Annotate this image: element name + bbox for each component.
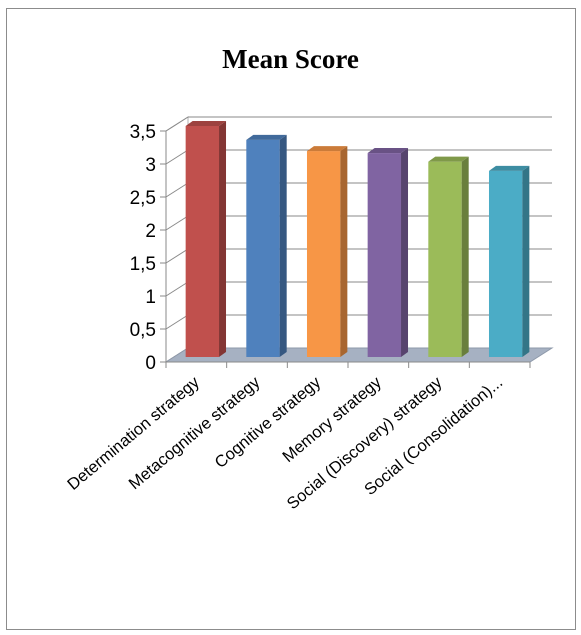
bars xyxy=(185,121,530,357)
side-wall xyxy=(165,116,189,363)
y-tick-label: 3,5 xyxy=(130,122,156,143)
bar-front xyxy=(428,161,462,357)
bar-top xyxy=(246,134,287,140)
bar-side xyxy=(219,121,227,357)
bar-front xyxy=(488,170,523,357)
y-tick-label: 0,5 xyxy=(130,320,156,341)
gridline-side xyxy=(165,314,189,330)
bar-side xyxy=(522,165,530,357)
bar xyxy=(428,156,469,357)
bar-side xyxy=(279,134,287,357)
gridline-side xyxy=(165,248,189,264)
y-tick-label: 2,5 xyxy=(130,188,156,209)
bar xyxy=(488,165,530,357)
chart-walls xyxy=(165,116,189,363)
y-tick-label: 3 xyxy=(145,155,156,176)
gridline-side xyxy=(165,149,189,165)
chart-frame xyxy=(6,8,576,630)
gridline-side xyxy=(165,182,189,198)
chart-title: Mean Score xyxy=(222,44,359,74)
x-tick-label: Cognitive strategy xyxy=(211,373,324,472)
y-tick-label: 0 xyxy=(145,353,156,374)
bar-top xyxy=(185,121,227,126)
bar-front xyxy=(306,151,341,357)
bar xyxy=(367,148,409,357)
bar-front xyxy=(367,153,402,357)
bar-side xyxy=(461,156,469,357)
gridline-side xyxy=(165,281,189,297)
bar xyxy=(306,146,348,357)
gridline-side xyxy=(165,116,189,132)
bar-front xyxy=(246,139,280,357)
bar-top xyxy=(306,146,348,152)
y-tick-label: 1,5 xyxy=(130,254,156,275)
bar-top xyxy=(428,156,469,162)
bar xyxy=(246,134,287,357)
y-tick-label: 1 xyxy=(145,287,156,308)
y-axis: 0 0,5 1 1,5 2 2,5 3 3,5 xyxy=(130,122,167,374)
y-tick-label: 2 xyxy=(145,221,156,242)
bar-front xyxy=(185,126,220,357)
bar-side xyxy=(340,146,348,357)
bar-top xyxy=(367,148,409,154)
gridline-side xyxy=(165,215,189,231)
bar xyxy=(185,121,227,357)
bar-side xyxy=(401,148,409,357)
bar-top xyxy=(488,165,530,171)
